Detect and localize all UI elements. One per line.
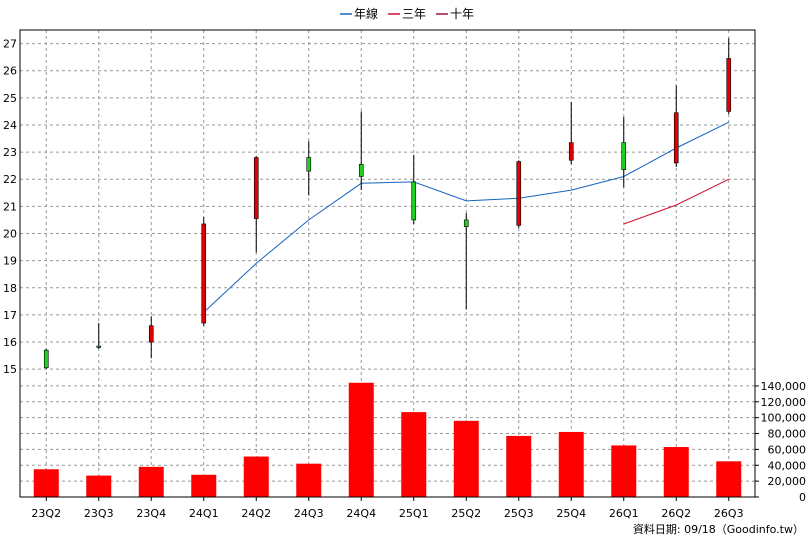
price-tick-label: 20 (3, 227, 17, 240)
x-tick-label: 24Q1 (189, 507, 219, 520)
x-tick-label: 25Q2 (451, 507, 481, 520)
x-tick-label: 24Q3 (294, 507, 324, 520)
price-tick-label: 22 (3, 173, 17, 186)
volume-bar (33, 469, 59, 497)
price-tick-label: 21 (3, 200, 17, 213)
x-tick-label: 26Q2 (661, 507, 691, 520)
volume-bar (243, 456, 269, 497)
volume-tick-label: 140,000 (761, 380, 807, 393)
volume-tick-label: 120,000 (761, 396, 807, 409)
x-tick-label: 24Q2 (241, 507, 271, 520)
candle-body (358, 164, 364, 177)
volume-tick-label: 60,000 (768, 443, 807, 456)
x-tick-label: 24Q4 (346, 507, 376, 520)
price-tick-label: 19 (3, 255, 17, 268)
volume-bar (191, 474, 217, 497)
price-tick-label: 16 (3, 336, 17, 349)
x-tick-label: 25Q3 (504, 507, 534, 520)
candle-body (516, 161, 522, 226)
x-tick-label: 25Q4 (556, 507, 586, 520)
price-tick-label: 26 (3, 65, 17, 78)
candle-body (96, 345, 102, 348)
candle-body (43, 349, 49, 369)
volume-bar (296, 463, 322, 497)
legend-label: 三年 (402, 7, 426, 21)
volume-tick-label: 80,000 (768, 428, 807, 441)
candle-body (621, 142, 627, 171)
price-tick-label: 27 (3, 38, 17, 51)
candle-body (673, 112, 679, 164)
legend-label: 年線 (354, 6, 378, 21)
volume-tick-label: 40,000 (768, 459, 807, 472)
x-tick-label: 25Q1 (399, 507, 429, 520)
volume-bar (86, 475, 112, 497)
volume-bar (716, 461, 742, 497)
x-tick-label: 23Q3 (84, 507, 114, 520)
candle-body (568, 142, 574, 161)
volume-bar (663, 447, 689, 497)
plot-border (19, 29, 756, 498)
volume-bar (401, 412, 427, 497)
x-tick-label: 23Q4 (136, 507, 166, 520)
candle-body (201, 223, 207, 324)
candle-body (463, 219, 469, 228)
volume-bar (611, 445, 637, 497)
price-tick-label: 25 (3, 92, 17, 105)
volume-bars (33, 382, 742, 497)
price-tick-label: 18 (3, 282, 17, 295)
x-tick-label: 26Q3 (714, 507, 744, 520)
volume-bar (506, 435, 532, 497)
volume-bar (558, 431, 584, 497)
footer-source: 資料日期: 09/18（Goodinfo.tw） (632, 523, 804, 536)
candle-body (726, 58, 732, 112)
ma-line (203, 121, 730, 313)
candle-body (411, 181, 417, 221)
candlesticks (43, 38, 732, 370)
grid-lines (20, 30, 755, 498)
x-tick-label: 26Q1 (609, 507, 639, 520)
x-tick-label: 23Q2 (31, 507, 61, 520)
volume-bar (453, 420, 479, 497)
volume-tick-label: 100,000 (761, 412, 807, 425)
ma-line (623, 178, 730, 225)
candle-body (253, 157, 259, 219)
axes: 15 16 17 18 19 20 21 22 23 24 25 26 27 0 20,000 40,000 6… (3, 29, 807, 520)
volume-bar (138, 466, 164, 497)
candle-body (306, 157, 312, 172)
candle-body (148, 325, 154, 343)
price-tick-label: 15 (3, 363, 17, 376)
volume-tick-label: 20,000 (768, 475, 807, 488)
volume-bar (348, 382, 374, 497)
price-tick-label: 24 (3, 119, 17, 132)
price-tick-label: 23 (3, 146, 17, 159)
volume-tick-label: 0 (799, 491, 806, 504)
price-tick-label: 17 (3, 309, 17, 322)
legend: 年線 三年 十年 (340, 6, 474, 21)
legend-label: 十年 (450, 7, 474, 21)
moving-average-lines (203, 121, 730, 313)
